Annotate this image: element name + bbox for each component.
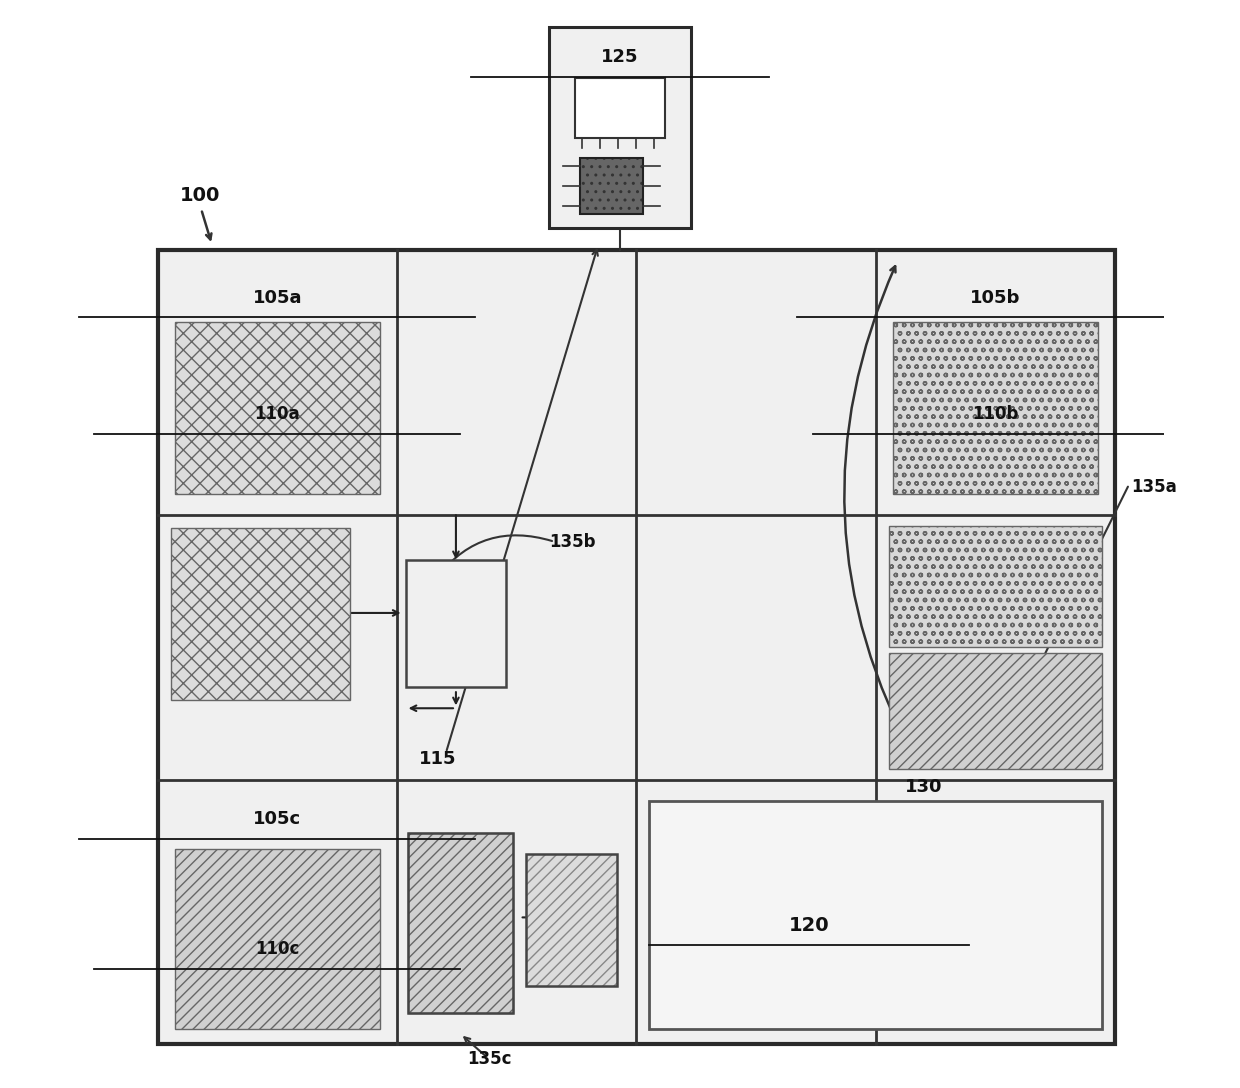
Bar	[650, 801, 1102, 1028]
Bar	[408, 832, 513, 1013]
Bar	[405, 560, 506, 688]
Bar	[889, 653, 1102, 769]
Bar	[526, 854, 618, 986]
Bar	[580, 158, 642, 214]
Bar	[574, 77, 666, 138]
Text: 115: 115	[419, 750, 456, 768]
Bar	[171, 529, 350, 701]
Bar	[175, 322, 379, 494]
Text: 110b: 110b	[972, 406, 1018, 423]
Text: 130: 130	[905, 778, 942, 796]
Bar	[580, 158, 642, 214]
Bar	[157, 250, 1115, 1044]
Bar	[893, 322, 1097, 494]
Text: 105b: 105b	[970, 289, 1021, 307]
Text: 135c: 135c	[467, 1050, 512, 1068]
Text: 105a: 105a	[253, 289, 303, 307]
Bar	[889, 526, 1102, 647]
Text: 135b: 135b	[549, 533, 595, 552]
Text: 110c: 110c	[255, 940, 300, 959]
Bar	[526, 854, 618, 986]
Text: 110a: 110a	[254, 406, 300, 423]
Text: 105c: 105c	[253, 811, 301, 828]
Bar	[549, 27, 691, 228]
Bar	[175, 849, 379, 1028]
Bar	[408, 832, 513, 1013]
Text: 120: 120	[789, 916, 830, 935]
Text: 135a: 135a	[1131, 478, 1177, 496]
Text: 125: 125	[601, 48, 639, 66]
Text: 100: 100	[180, 186, 219, 206]
